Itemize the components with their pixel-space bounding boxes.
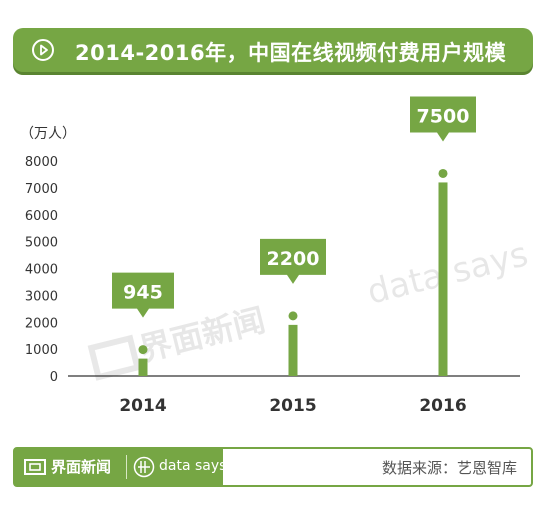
y-tick-label: 0: [50, 370, 58, 385]
y-tick-label: 8000: [25, 155, 58, 170]
footer-divider: [126, 455, 127, 479]
data-label: 2200: [267, 248, 320, 270]
data-label: 7500: [417, 105, 470, 127]
bar-cap-dot: [438, 168, 448, 178]
chart-title: 2014-2016年，中国在线视频付费用户规模: [75, 41, 507, 65]
bar-cap-dot: [138, 345, 148, 355]
value-callout: [112, 272, 174, 318]
title-bar: 2014-2016年，中国在线视频付费用户规模: [13, 28, 533, 72]
y-tick-label: 1000: [25, 343, 58, 358]
jiemian-logo-icon: [24, 459, 46, 475]
y-tick-label: 3000: [25, 289, 58, 304]
play-icon: [32, 39, 54, 61]
data-source: 数据来源：艺恩智库: [381, 459, 517, 477]
watermark-tagline: data says: [363, 234, 532, 312]
bar-2014: [138, 358, 148, 376]
y-tick-label: 6000: [25, 209, 58, 224]
watermark-brand: 界面新闻: [136, 301, 269, 369]
x-tick-label: 2014: [119, 396, 166, 416]
y-tick-label: 5000: [25, 236, 58, 251]
bar-cap-dot: [288, 311, 298, 321]
footer-brand-panel: 界面新闻 data says: [15, 449, 227, 485]
bar-2015: [288, 324, 298, 376]
watermark-logo-icon: [87, 334, 141, 381]
x-tick-label: 2016: [419, 396, 466, 416]
data-label: 945: [123, 282, 163, 304]
x-tick-label: 2015: [269, 396, 316, 416]
footer-tagline: data says: [159, 458, 227, 474]
footer-brand: 界面新闻: [51, 458, 112, 476]
y-tick-label: 7000: [25, 182, 58, 197]
bar-2016: [438, 182, 448, 376]
value-callout: [410, 96, 476, 142]
y-tick-label: 2000: [25, 316, 58, 331]
y-axis-label: （万人）: [20, 126, 76, 142]
data-says-logo-icon: [133, 456, 155, 478]
footer: 界面新闻 data says 数据来源：艺恩智库: [13, 447, 533, 487]
value-callout: [260, 238, 326, 284]
bar-chart: 界面新闻 data says （万人） 0 1000 2000 3000 4000 5000 60…: [20, 96, 532, 416]
y-tick-label: 4000: [25, 263, 58, 278]
